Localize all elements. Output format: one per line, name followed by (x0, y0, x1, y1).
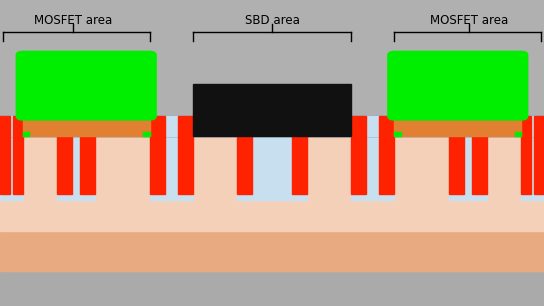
Bar (237, 116, 307, 136)
Bar (534, 116, 544, 194)
Bar (379, 116, 394, 194)
Bar (23, 132, 29, 136)
Bar (521, 116, 531, 194)
Text: SBD area: SBD area (245, 14, 299, 27)
Bar (237, 116, 252, 194)
Bar (0, 0, 544, 116)
Bar (521, 116, 544, 200)
Bar (0, 116, 23, 136)
Bar (0, 231, 544, 271)
Bar (449, 116, 487, 200)
Bar (394, 132, 401, 136)
Bar (13, 116, 23, 194)
Bar (57, 116, 95, 200)
Bar (0, 271, 544, 306)
Bar (143, 132, 150, 136)
Bar (472, 116, 487, 194)
Bar (150, 116, 193, 200)
Bar (237, 116, 307, 200)
Bar (292, 116, 307, 194)
Bar (80, 116, 95, 194)
Bar (449, 116, 464, 194)
Bar (351, 116, 366, 194)
Bar (394, 116, 521, 136)
Bar (57, 116, 72, 194)
Bar (521, 116, 544, 136)
Bar (0, 90, 544, 231)
Bar (0, 116, 544, 136)
Bar (150, 116, 165, 194)
Bar (449, 116, 487, 136)
Bar (150, 116, 193, 136)
Bar (0, 116, 23, 200)
FancyBboxPatch shape (388, 51, 528, 120)
Bar (0, 116, 10, 194)
Bar (57, 116, 95, 136)
Bar (193, 84, 351, 136)
Bar (351, 116, 394, 136)
Bar (515, 132, 521, 136)
Text: MOSFET area: MOSFET area (34, 14, 113, 27)
Bar (178, 116, 193, 194)
Bar (351, 116, 394, 200)
FancyBboxPatch shape (16, 51, 156, 120)
Text: MOSFET area: MOSFET area (430, 14, 508, 27)
Bar (23, 116, 150, 136)
